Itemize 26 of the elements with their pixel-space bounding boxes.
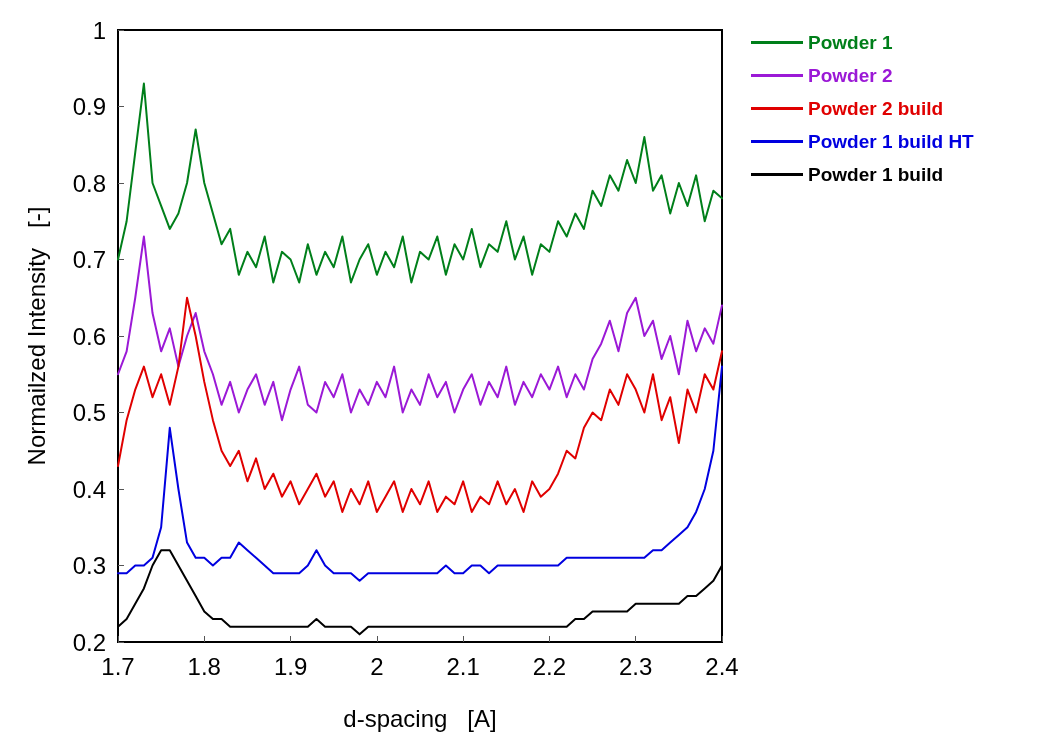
line-series (117, 296, 723, 513)
y-tick-label: 0.9 (72, 93, 106, 120)
x-tick-label: 1.9 (273, 652, 308, 680)
y-axis-title: Normailzed Intensity [-] (22, 206, 50, 466)
y-tick-label: 0.4 (72, 475, 106, 503)
line-series (117, 235, 723, 422)
x-tick-label: 2 (370, 652, 384, 680)
legend-label: Powder 1 (808, 32, 893, 53)
y-tick-label: 0.6 (72, 322, 106, 350)
line-series (117, 82, 723, 284)
x-tick-label: 2.1 (446, 652, 480, 680)
legend-label: Powder 2 build (808, 98, 944, 119)
legend-label: Powder 1 build HT (808, 131, 975, 152)
x-tick-label: 2.4 (705, 652, 739, 680)
y-tick-label: 0.8 (72, 169, 106, 197)
line-series (117, 365, 723, 582)
x-tick-label: 2.3 (619, 652, 653, 680)
y-tick-label: 0.7 (72, 246, 106, 273)
x-tick-label: 1.8 (187, 652, 221, 680)
x-tick-label: 2.2 (532, 652, 567, 680)
x-axis-title: d-spacing [A] (343, 704, 497, 732)
legend-label: Powder 2 (808, 65, 893, 86)
y-tick-label: 1 (92, 16, 106, 44)
y-tick-label: 0.3 (72, 552, 106, 579)
legend-label: Powder 1 build (808, 164, 944, 185)
y-tick-label: 0.5 (72, 399, 106, 426)
